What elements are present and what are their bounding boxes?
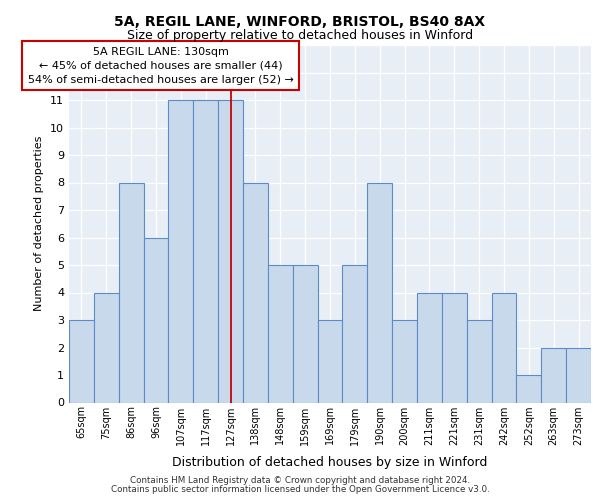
Bar: [417, 292, 442, 403]
Bar: [442, 292, 467, 403]
Bar: [317, 320, 343, 402]
Bar: [467, 320, 491, 402]
Bar: [541, 348, 566, 403]
Text: 5A, REGIL LANE, WINFORD, BRISTOL, BS40 8AX: 5A, REGIL LANE, WINFORD, BRISTOL, BS40 8…: [115, 15, 485, 29]
Bar: [218, 100, 243, 402]
X-axis label: Distribution of detached houses by size in Winford: Distribution of detached houses by size …: [172, 456, 488, 469]
Text: 5A REGIL LANE: 130sqm
← 45% of detached houses are smaller (44)
54% of semi-deta: 5A REGIL LANE: 130sqm ← 45% of detached …: [28, 46, 294, 84]
Bar: [243, 182, 268, 402]
Text: Contains HM Land Registry data © Crown copyright and database right 2024.: Contains HM Land Registry data © Crown c…: [130, 476, 470, 485]
Bar: [119, 182, 143, 402]
Bar: [343, 265, 367, 402]
Bar: [94, 292, 119, 403]
Bar: [169, 100, 193, 402]
Bar: [517, 375, 541, 402]
Bar: [367, 182, 392, 402]
Bar: [392, 320, 417, 402]
Bar: [566, 348, 591, 403]
Bar: [143, 238, 169, 402]
Bar: [293, 265, 317, 402]
Bar: [193, 100, 218, 402]
Bar: [69, 320, 94, 402]
Bar: [491, 292, 517, 403]
Y-axis label: Number of detached properties: Number of detached properties: [34, 136, 44, 312]
Text: Contains public sector information licensed under the Open Government Licence v3: Contains public sector information licen…: [110, 485, 490, 494]
Text: Size of property relative to detached houses in Winford: Size of property relative to detached ho…: [127, 29, 473, 42]
Bar: [268, 265, 293, 402]
